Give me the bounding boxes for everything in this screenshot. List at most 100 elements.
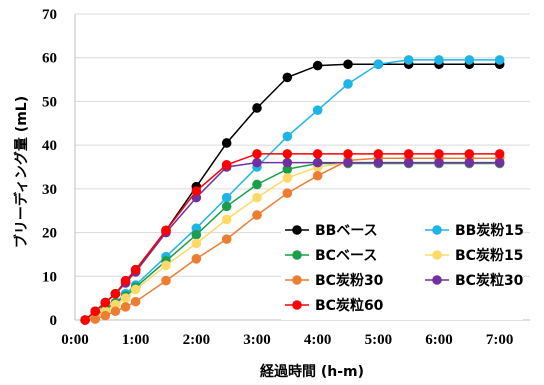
data-point — [464, 149, 475, 159]
data-point — [130, 296, 141, 307]
data-point — [343, 79, 353, 89]
data-point — [100, 310, 111, 321]
y-tick-label: 50 — [42, 94, 57, 110]
legend: BBベース BB炭粉15 BCベース BC炭粉15 BC炭粉30 BC炭粒30 BC炭粒60 — [281, 216, 524, 320]
legend-background — [281, 216, 523, 320]
data-point — [191, 223, 202, 233]
data-point — [191, 186, 202, 196]
data-point — [494, 55, 505, 65]
data-point — [100, 297, 111, 308]
legend-item: BCベース — [285, 248, 377, 264]
data-point — [282, 173, 293, 183]
data-point — [191, 238, 202, 249]
data-point — [282, 149, 293, 159]
data-point — [434, 55, 444, 65]
x-tick-label: 1:00 — [122, 332, 150, 348]
data-point — [312, 157, 323, 168]
y-tick-label: 70 — [42, 7, 57, 23]
data-point — [373, 157, 384, 168]
y-tick-label: 10 — [42, 269, 57, 285]
plot-area — [80, 55, 505, 325]
x-tick-label: 6:00 — [425, 332, 453, 348]
data-point — [221, 138, 232, 148]
data-point — [221, 214, 232, 225]
data-point — [464, 157, 475, 168]
data-point — [161, 260, 171, 271]
data-point — [343, 59, 353, 70]
data-point — [282, 131, 293, 142]
data-point — [434, 157, 444, 168]
data-point — [312, 60, 323, 71]
legend-item: BC炭粒30 — [425, 272, 524, 289]
data-point — [434, 149, 444, 159]
legend-swatch-marker — [292, 250, 302, 260]
data-point — [221, 234, 232, 244]
legend-label: BC炭粉30 — [315, 272, 384, 289]
data-point — [312, 170, 323, 181]
data-point — [494, 157, 505, 168]
data-point — [252, 157, 262, 168]
y-tick-label: 30 — [42, 182, 57, 198]
data-point — [130, 264, 141, 275]
legend-swatch-marker — [432, 250, 442, 260]
data-point — [252, 149, 262, 159]
y-axis-label: ブリーディング量 (mL) — [13, 96, 30, 248]
legend-item: BBベース — [285, 223, 378, 239]
legend-label: BC炭粒30 — [455, 272, 524, 289]
data-point — [110, 288, 121, 299]
data-point — [343, 157, 353, 168]
data-point — [403, 157, 414, 168]
x-tick-label: 0:00 — [61, 332, 89, 348]
data-point — [161, 225, 171, 236]
x-tick-label: 2:00 — [183, 332, 211, 348]
y-tick-label: 0 — [50, 313, 58, 329]
data-point — [252, 192, 262, 203]
legend-item: BC炭粉30 — [285, 272, 384, 289]
legend-label: BC炭粉15 — [455, 247, 523, 264]
data-point — [252, 103, 262, 113]
data-point — [282, 157, 293, 168]
legend-swatch-marker — [292, 275, 302, 285]
legend-item: BC炭粒60 — [285, 297, 384, 314]
data-point — [282, 164, 293, 174]
legend-item: BB炭粉15 — [425, 222, 524, 239]
y-tick-label: 40 — [42, 138, 57, 154]
legend-swatch-marker — [292, 300, 302, 310]
data-point — [373, 149, 384, 159]
x-axis-label: 経過時間 (h-m) — [260, 363, 364, 380]
legend-label: BC炭粒60 — [315, 297, 384, 314]
legend-label: BB炭粉15 — [455, 222, 524, 239]
data-point — [110, 306, 121, 317]
legend-swatch-marker — [432, 275, 442, 285]
x-tick-label: 5:00 — [365, 332, 393, 348]
data-point — [403, 55, 414, 65]
data-point — [110, 299, 121, 310]
legend-swatch-marker — [292, 225, 302, 235]
series-7 — [80, 149, 505, 325]
y-tick-label: 20 — [42, 226, 57, 242]
data-point — [221, 201, 232, 212]
data-point — [403, 149, 414, 159]
data-point — [80, 315, 90, 325]
data-point — [373, 59, 384, 70]
data-point — [90, 306, 101, 317]
x-tick-labels: 0:00 1:00 2:00 3:00 4:00 5:00 6:00 7:00 — [61, 332, 513, 348]
data-point — [130, 284, 141, 295]
legend-swatch-marker — [432, 225, 442, 235]
y-tick-labels: 0 10 20 30 40 50 60 70 — [42, 7, 57, 329]
legend-label: BBベース — [315, 223, 378, 239]
data-point — [191, 229, 202, 240]
data-point — [120, 275, 131, 286]
legend-item: BC炭粉15 — [425, 247, 523, 264]
data-point — [161, 275, 171, 286]
data-point — [191, 253, 202, 264]
data-point — [252, 179, 262, 190]
data-point — [120, 302, 131, 312]
x-tick-label: 4:00 — [304, 332, 332, 348]
data-point — [252, 210, 262, 220]
data-point — [282, 72, 293, 83]
x-tick-label: 7:00 — [486, 332, 514, 348]
data-point — [221, 160, 232, 170]
data-point — [464, 55, 475, 65]
